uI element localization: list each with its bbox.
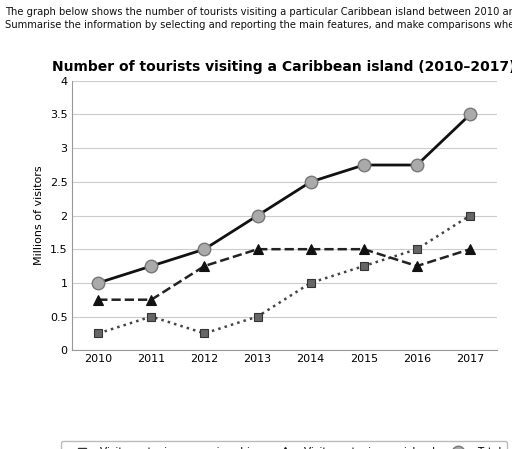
Y-axis label: Millions of visitors: Millions of visitors xyxy=(34,166,44,265)
Title: Number of tourists visiting a Caribbean island (2010–2017): Number of tourists visiting a Caribbean … xyxy=(52,60,512,74)
Text: Summarise the information by selecting and reporting the main features, and make: Summarise the information by selecting a… xyxy=(5,20,512,30)
Text: The graph below shows the number of tourists visiting a particular Caribbean isl: The graph below shows the number of tour… xyxy=(5,7,512,17)
Legend: Visitors staying on cruise ships, Visitors staying on island, Total: Visitors staying on cruise ships, Visito… xyxy=(61,441,507,449)
